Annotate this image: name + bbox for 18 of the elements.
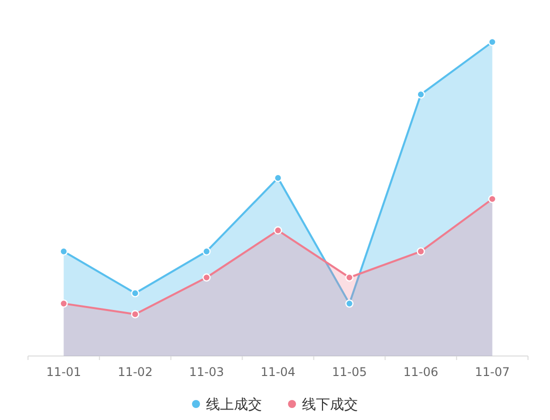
- x-tick-label: 11-05: [332, 365, 367, 379]
- legend-label: 线上成交: [206, 397, 262, 413]
- x-tick-label: 11-04: [260, 365, 296, 379]
- point: [274, 226, 282, 234]
- x-tick-label: 11-02: [118, 365, 153, 379]
- x-tick-label: 11-07: [474, 365, 510, 379]
- point: [131, 289, 140, 298]
- point: [202, 247, 211, 256]
- x-tick-label: 11-01: [46, 365, 82, 379]
- point: [202, 273, 211, 282]
- point: [131, 310, 140, 318]
- point: [345, 299, 354, 308]
- x-tick-label: 11-03: [189, 365, 224, 379]
- point: [488, 194, 496, 204]
- legend-label: 线下成交: [302, 397, 358, 413]
- x-tick-label: 11-06: [403, 365, 438, 379]
- point: [60, 299, 68, 308]
- point: [416, 247, 425, 256]
